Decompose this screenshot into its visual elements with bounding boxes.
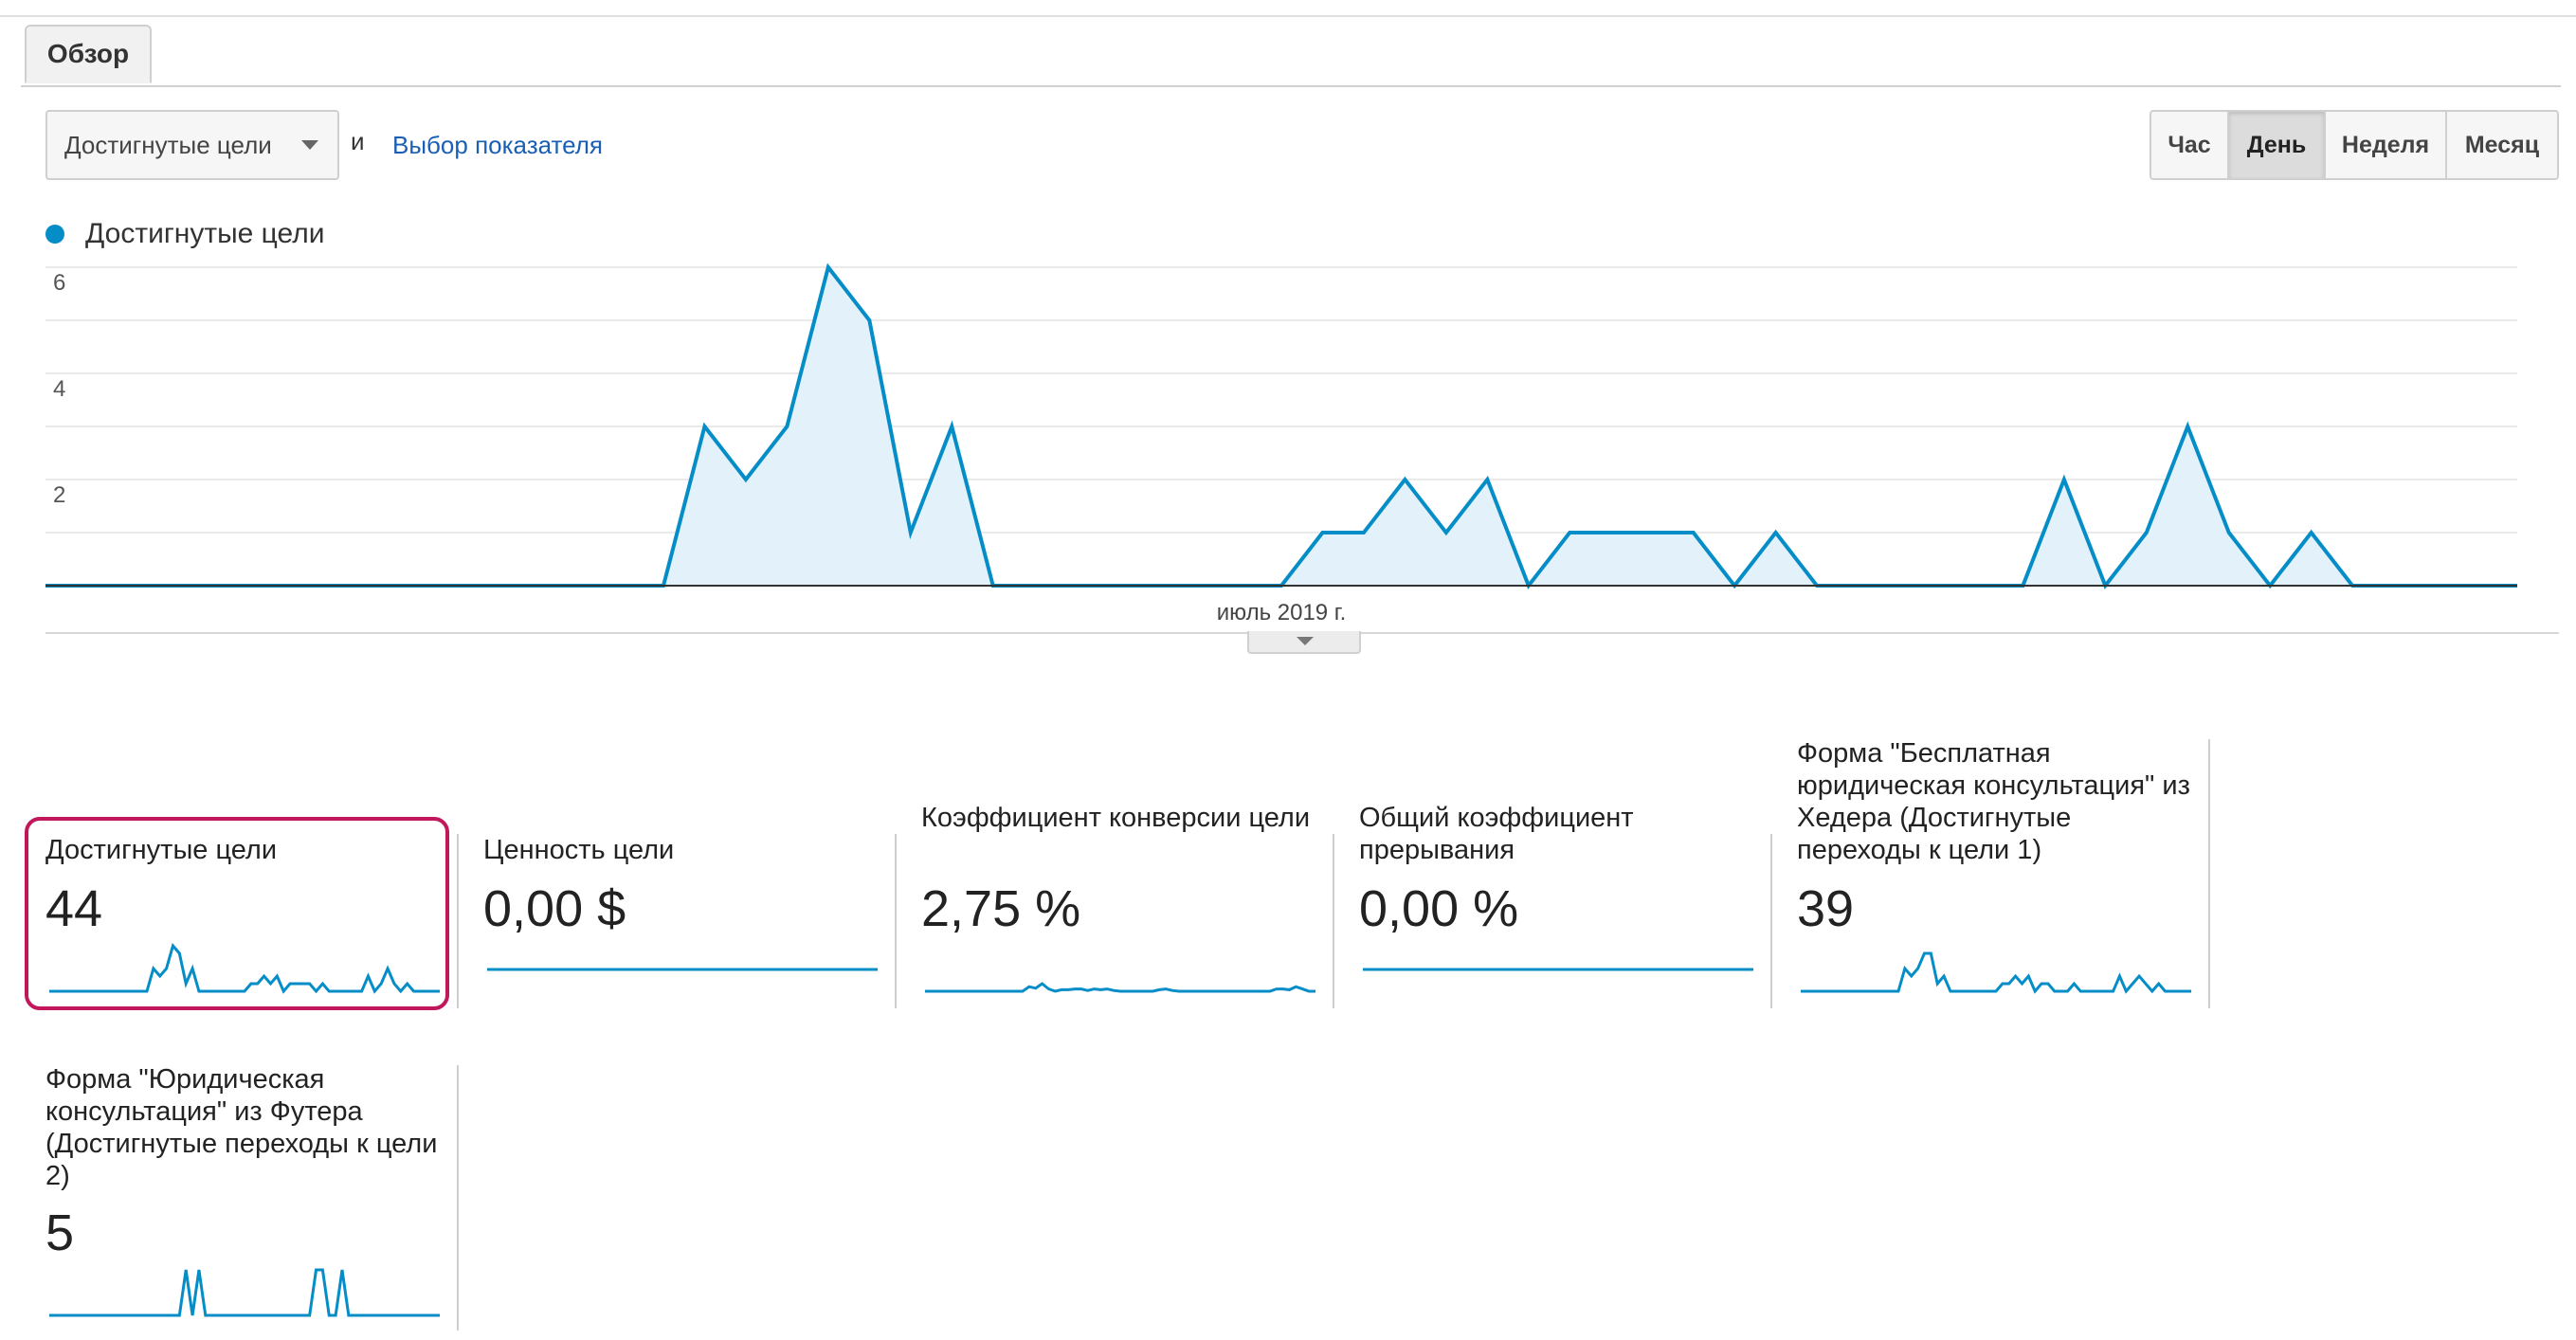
main-chart: 2 4 6 июль 2019 г.	[45, 263, 2559, 634]
sparkline-path	[49, 942, 440, 994]
scorecard-separator	[895, 834, 897, 1008]
y-tick-label: 6	[53, 270, 65, 296]
scorecard-value: 2,75 %	[921, 880, 1081, 937]
top-divider	[0, 15, 2576, 17]
tab-bar: Обзор	[21, 25, 2561, 87]
period-week-button[interactable]: Неделя	[2324, 110, 2447, 180]
metric-dropdown-label: Достигнутые цели	[64, 130, 272, 159]
y-tick-label: 2	[53, 482, 65, 508]
sparkline-path	[49, 1268, 440, 1317]
chart-collapse-toggle[interactable]	[1247, 631, 1361, 654]
scorecard[interactable]	[1350, 796, 1761, 999]
scorecard-sparkline	[1363, 968, 1753, 971]
scorecard-title: Достигнутые цели	[45, 835, 278, 865]
legend-label: Достигнутые цели	[85, 218, 325, 249]
legend-dot-icon	[45, 225, 64, 244]
scorecard-title: Коэффициент конверсии цели	[921, 803, 1311, 833]
scorecard-title: Общий коэффициент прерывания	[1359, 803, 1634, 865]
scorecard-sparkline	[925, 982, 1315, 993]
period-hour-button[interactable]: Час	[2150, 110, 2229, 180]
scorecard-separator	[1333, 834, 1334, 1008]
scorecard-value: 0,00 $	[483, 880, 626, 937]
scorecard[interactable]	[1787, 732, 2199, 999]
scorecard-value: 39	[1797, 880, 1855, 937]
and-label: и	[351, 127, 365, 155]
chevron-down-icon	[301, 140, 318, 150]
sparkline-path	[925, 982, 1315, 993]
scorecard-separator	[2208, 739, 2210, 1008]
select-metric-link[interactable]: Выбор показателя	[392, 131, 603, 159]
period-switcher: Час День Неделя Месяц	[2150, 110, 2559, 180]
scorecard-sparkline	[49, 942, 440, 994]
period-day-button[interactable]: День	[2227, 110, 2326, 180]
sparkline-path	[1801, 951, 2191, 994]
scorecard-sparkline	[487, 968, 878, 971]
scorecard[interactable]	[36, 1058, 447, 1323]
tab-overview[interactable]: Обзор	[25, 25, 152, 83]
scorecard-title: Форма "Юридическая консультация" из Футе…	[45, 1064, 438, 1191]
scorecard-sparkline	[1801, 951, 2191, 994]
scorecard-separator	[457, 834, 459, 1008]
scorecard[interactable]	[912, 796, 1323, 999]
period-month-button[interactable]: Месяц	[2445, 110, 2559, 180]
scorecard-value: 44	[45, 880, 103, 937]
scorecard-separator	[457, 1065, 459, 1331]
x-axis-label: июль 2019 г.	[1217, 600, 1347, 625]
selected-scorecard-highlight	[25, 817, 449, 1010]
scorecard-value: 5	[45, 1204, 75, 1261]
chart-legend: Достигнутые цели	[45, 218, 324, 250]
scorecard-separator	[1770, 834, 1772, 1008]
scorecard-title: Ценность цели	[483, 835, 675, 865]
collapse-arrow-icon	[1297, 637, 1314, 645]
scorecard[interactable]	[474, 828, 885, 999]
metric-dropdown[interactable]: Достигнутые цели	[45, 110, 339, 180]
y-tick-label: 4	[53, 376, 65, 402]
scorecard-value: 0,00 %	[1359, 880, 1519, 937]
scorecard-sparkline	[49, 1268, 440, 1317]
scorecard-title: Форма "Бесплатная юридическая консультац…	[1797, 738, 2190, 865]
